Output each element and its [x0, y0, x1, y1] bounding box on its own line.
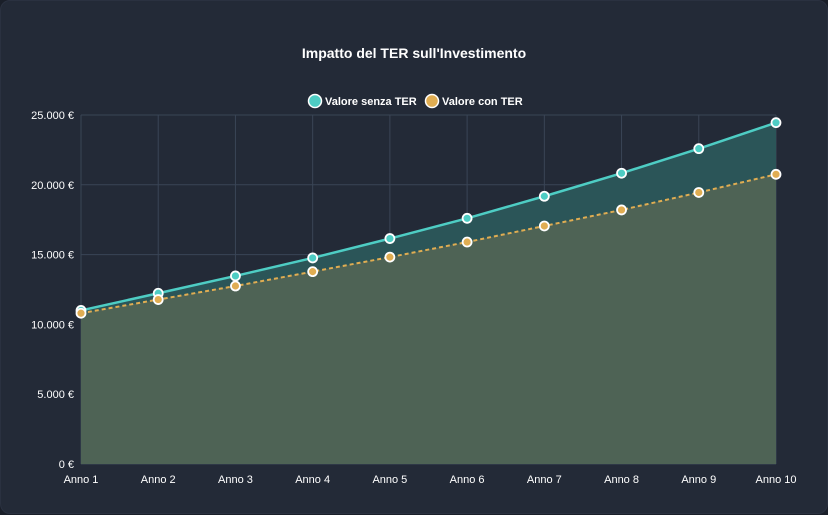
legend-swatch-0: [307, 93, 323, 109]
data-point-0-2[interactable]: [230, 270, 241, 282]
legend-item-0[interactable]: Valore senza TER: [307, 93, 417, 109]
y-tick-label-1: 5.000 €: [37, 389, 74, 401]
x-tick-label-8: Anno 9: [681, 474, 716, 486]
x-axis-ticks: Anno 1 Anno 2 Anno 3 Anno 4 Anno 5 Anno 6 Anno…: [64, 474, 797, 486]
data-point-1-2[interactable]: [230, 280, 241, 292]
x-tick-label-9: Anno 10: [756, 474, 797, 486]
x-tick-label-4: Anno 5: [372, 474, 407, 486]
chart-title: Impatto del TER sull'Investimento: [302, 45, 526, 61]
series-line-1: [80, 173, 777, 315]
data-point-1-1[interactable]: [152, 294, 164, 305]
x-tick-label-6: Anno 7: [527, 474, 562, 486]
data-point-0-5[interactable]: [461, 212, 473, 224]
legend: Valore senza TER Valore con TER: [307, 93, 523, 109]
y-tick-label-3: 15.000 €: [31, 250, 74, 262]
data-point-1-9[interactable]: [770, 168, 782, 180]
data-point-0-3[interactable]: [307, 252, 319, 264]
data-point-0-6[interactable]: [538, 190, 550, 202]
y-tick-label-4: 20.000 €: [31, 180, 74, 192]
legend-label-1: Valore con TER: [442, 96, 523, 108]
legend-label-0: Valore senza TER: [325, 96, 417, 108]
series-points: [75, 117, 782, 319]
x-tick-label-1: Anno 2: [141, 474, 176, 486]
y-axis-ticks: 0 € 5.000 € 10.000 € 15.000 € 20.000 € 25.000…: [31, 110, 74, 471]
data-point-1-6[interactable]: [538, 220, 550, 232]
x-tick-label-2: Anno 3: [218, 474, 253, 486]
data-point-0-9[interactable]: [770, 117, 782, 129]
series-lines: [80, 121, 777, 315]
y-tick-label-0: 0 €: [59, 459, 74, 471]
data-point-1-7[interactable]: [616, 204, 627, 216]
legend-item-1[interactable]: Valore con TER: [424, 93, 523, 109]
data-point-1-8[interactable]: [693, 187, 705, 198]
area-fill-1: [81, 174, 776, 464]
data-point-1-3[interactable]: [307, 266, 319, 278]
x-tick-label-5: Anno 6: [450, 474, 485, 486]
data-point-1-4[interactable]: [384, 251, 396, 263]
x-tick-label-7: Anno 8: [604, 474, 639, 486]
data-point-0-8[interactable]: [693, 143, 705, 155]
series-line-0: [80, 121, 777, 312]
x-tick-label-0: Anno 1: [64, 474, 99, 486]
y-tick-label-5: 25.000 €: [31, 110, 74, 122]
data-point-1-5[interactable]: [461, 236, 473, 248]
area-fills: [81, 122, 776, 464]
data-point-0-4[interactable]: [384, 233, 396, 244]
legend-swatch-1: [424, 93, 440, 109]
x-tick-label-3: Anno 4: [295, 474, 330, 486]
data-point-0-7[interactable]: [616, 167, 627, 179]
data-point-1-0[interactable]: [75, 307, 87, 319]
y-tick-label-2: 10.000 €: [31, 319, 74, 331]
